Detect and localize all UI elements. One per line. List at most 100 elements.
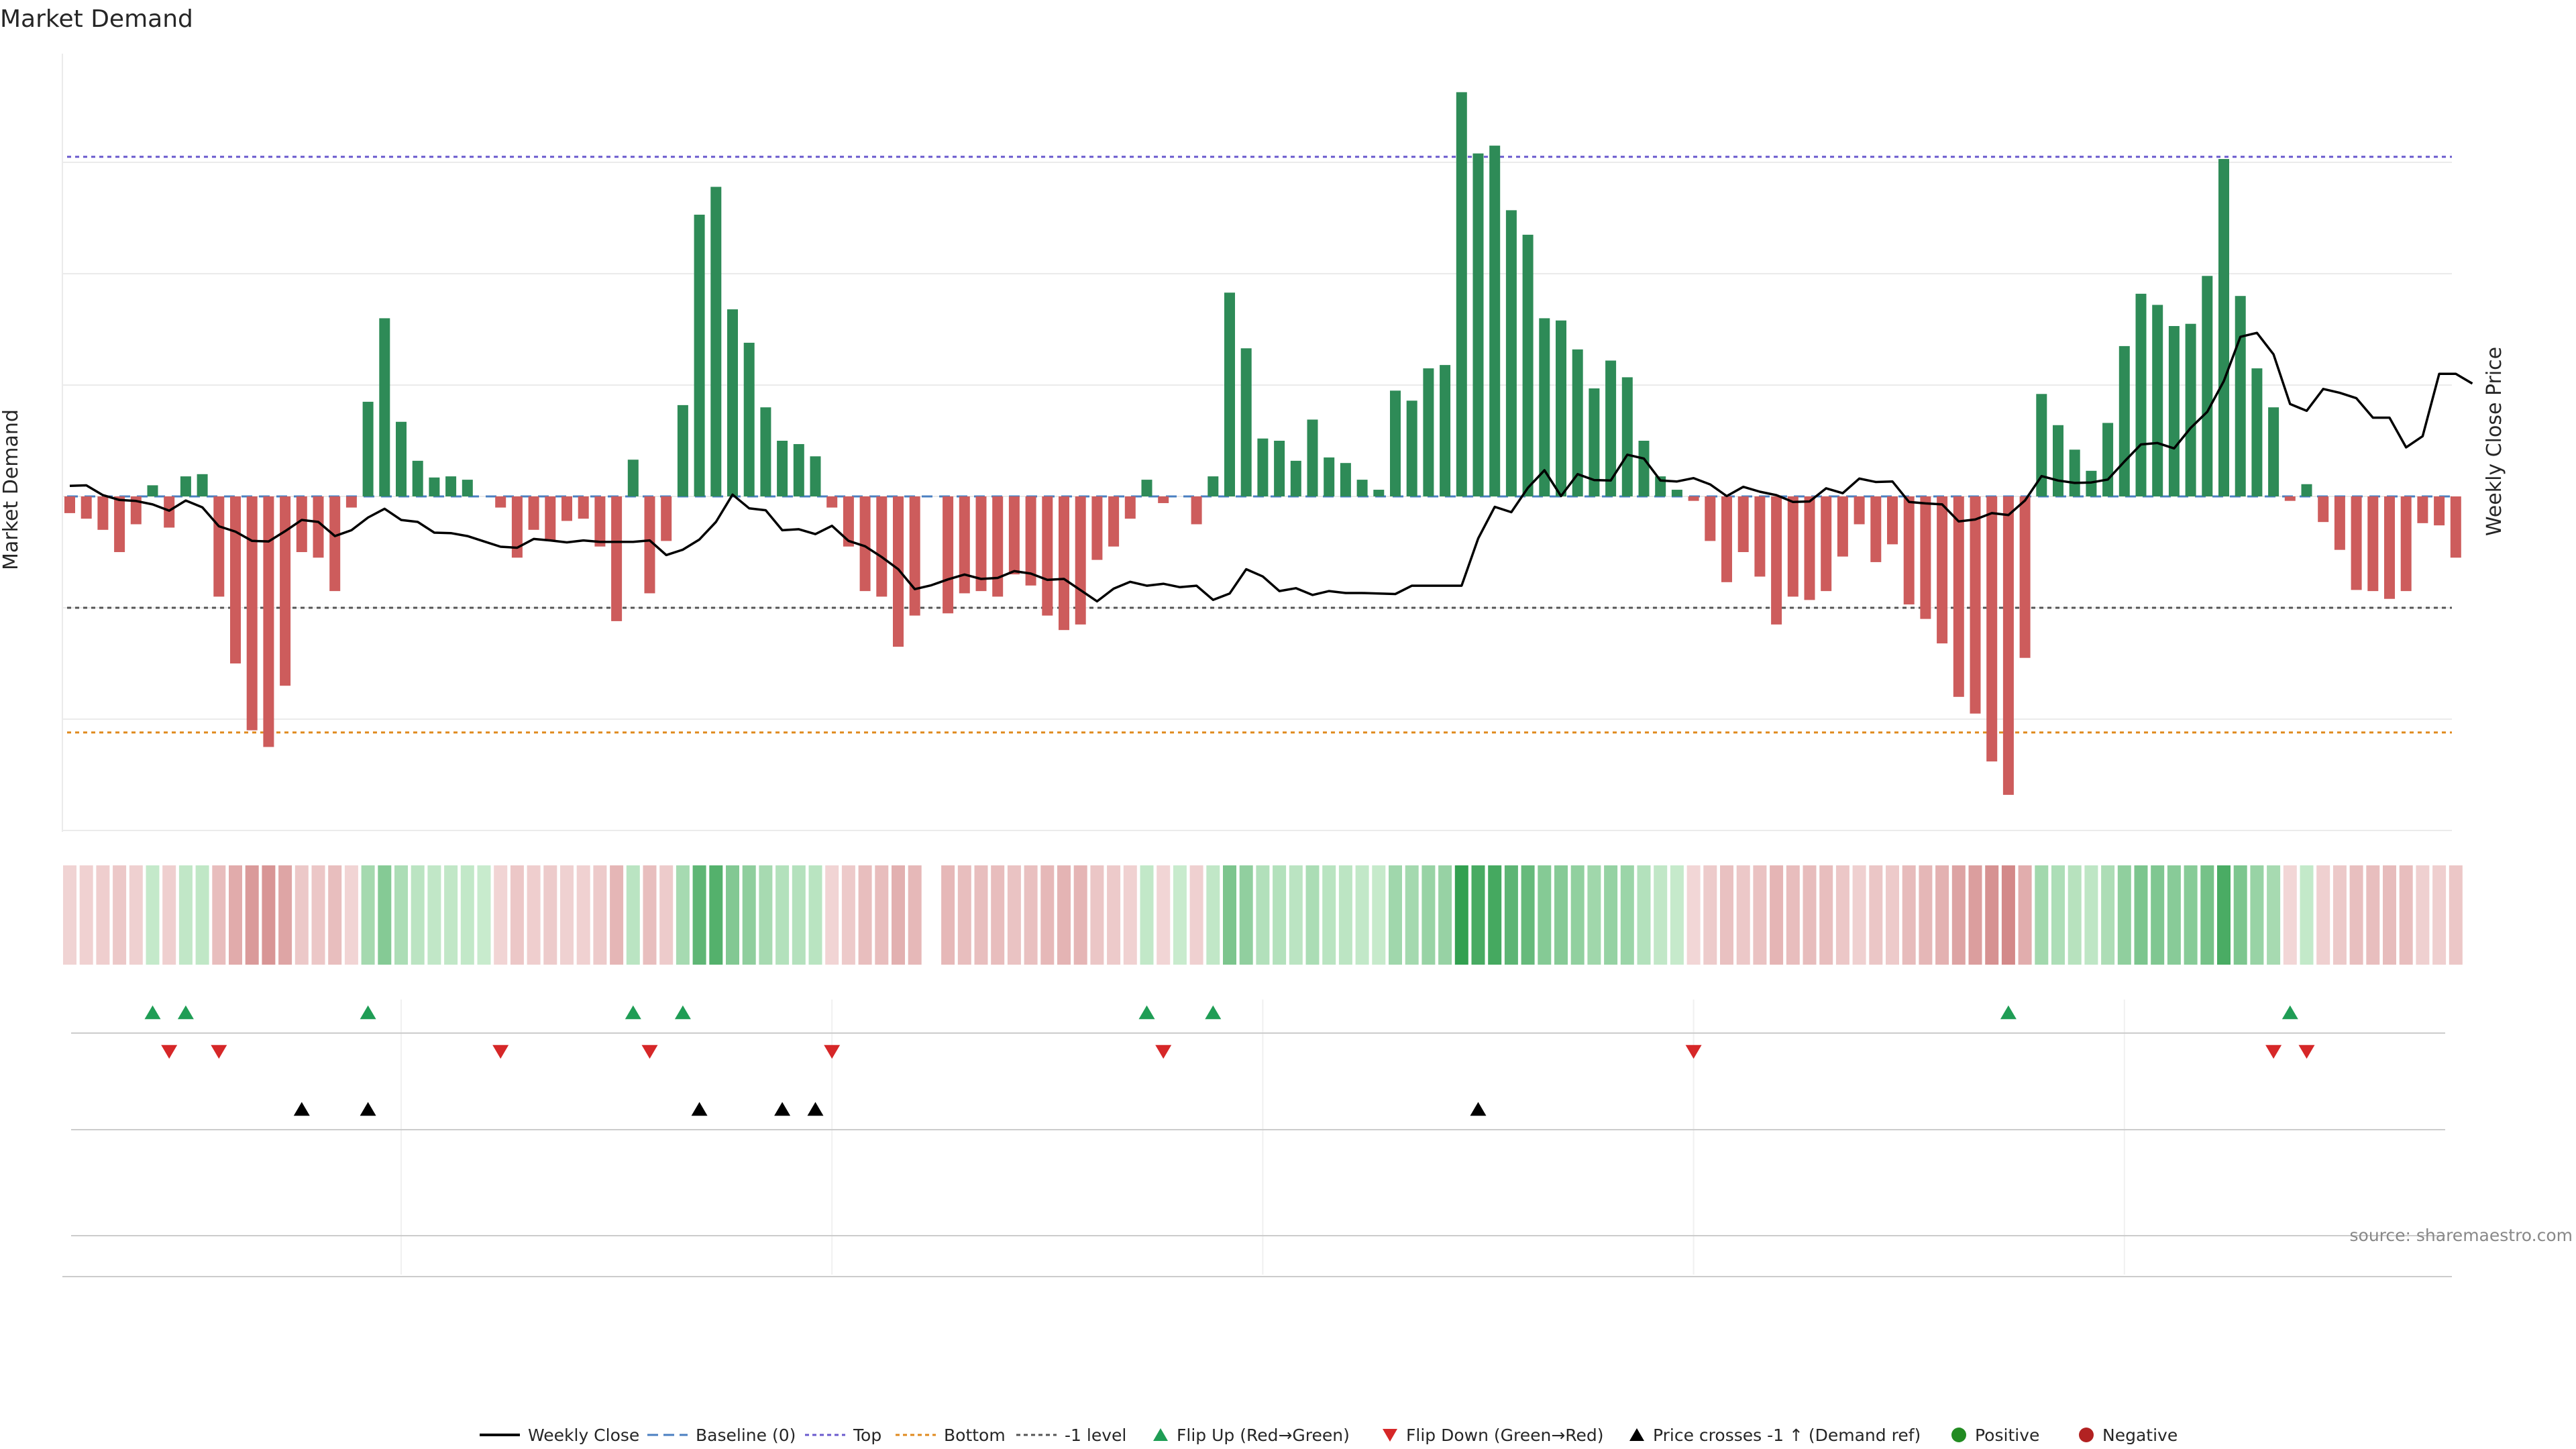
heat-cell: [1835, 865, 1849, 965]
heat-cell: [775, 865, 790, 965]
demand-bar: [2450, 496, 2461, 558]
demand-bar: [1208, 476, 1219, 496]
heat-cell: [527, 865, 541, 965]
heat-cell: [610, 865, 624, 965]
heat-cell: [841, 865, 855, 965]
heat-cell: [278, 865, 292, 965]
demand-bar: [412, 460, 423, 496]
demand-bar: [1008, 496, 1020, 575]
demand-bar: [1605, 360, 1617, 496]
heat-cell: [1454, 865, 1468, 965]
heat-cell: [2267, 865, 2281, 965]
demand-bar: [2251, 368, 2263, 496]
demand-bar: [147, 485, 158, 496]
demand-bar: [1970, 496, 1981, 714]
heat-cell: [1488, 865, 1502, 965]
demand-bar: [694, 215, 705, 496]
demand-bar: [2268, 407, 2279, 496]
demand-bar: [213, 496, 225, 597]
heat-cell: [378, 865, 392, 965]
demand-bar: [362, 401, 374, 496]
price-layer: [69, 331, 2473, 603]
price-cross-marker: [691, 1102, 708, 1116]
heat-cell: [908, 865, 922, 965]
heat-cell: [1753, 865, 1767, 965]
demand-bar: [1638, 441, 1650, 496]
heat-cell: [63, 865, 76, 965]
signal-panels: [62, 1032, 2452, 1277]
demand-bar: [1804, 496, 1815, 600]
heat-cell: [576, 865, 590, 965]
demand-bar: [1821, 496, 1832, 592]
heat-cell: [1968, 865, 1982, 965]
demand-bar: [1290, 460, 1301, 496]
legend-label: Negative: [2102, 1426, 2178, 1445]
heat-cell: [692, 865, 706, 965]
legend-swatch: [1153, 1428, 1168, 1441]
heat-cell: [2283, 865, 2297, 965]
demand-bar: [1721, 496, 1732, 582]
demand-bar: [810, 456, 821, 496]
demand-bar: [859, 496, 871, 592]
demand-bar: [511, 496, 523, 558]
heat-cell: [1157, 865, 1171, 965]
heat-cell: [2101, 865, 2115, 965]
heat-cell: [195, 865, 209, 965]
flip-up-marker: [360, 1005, 376, 1020]
demand-bar: [2135, 293, 2147, 496]
heat-cell: [361, 865, 375, 965]
heat-cell: [808, 865, 822, 965]
heat-cell: [411, 865, 425, 965]
heat-cell: [659, 865, 674, 965]
demand-bar: [2301, 484, 2312, 496]
flip-up-marker: [144, 1005, 161, 1020]
demand-bar: [1621, 377, 1633, 496]
demand-bar: [1423, 368, 1434, 496]
demand-bar: [1737, 496, 1749, 552]
demand-bar: [561, 496, 572, 521]
demand-bar: [1158, 496, 1169, 503]
demand-bar: [1556, 320, 1566, 496]
flip-down-marker: [2298, 1044, 2315, 1059]
heat-cell: [1770, 865, 1784, 965]
heat-cell: [1206, 865, 1220, 965]
demand-bar: [1373, 490, 1385, 496]
demand-bar: [462, 480, 473, 496]
heat-cell: [1604, 865, 1618, 965]
demand-bar: [1025, 496, 1036, 586]
heat-cell: [1090, 865, 1104, 965]
demand-bar: [1390, 390, 1401, 496]
flip-up-marker: [1205, 1005, 1222, 1020]
heat-cell: [2134, 865, 2148, 965]
heat-cell: [294, 865, 309, 965]
heat-cell: [2332, 865, 2347, 965]
heat-cell: [96, 865, 110, 965]
heat-cell: [1869, 865, 1883, 965]
heat-cell: [991, 865, 1005, 965]
heat-cell: [1173, 865, 1187, 965]
heat-cell: [328, 865, 342, 965]
demand-heat-strip: [63, 865, 2463, 965]
demand-bar: [1456, 92, 1467, 497]
flip-up-marker: [2282, 1005, 2298, 1020]
demand-bar: [710, 186, 722, 496]
flip-down-marker: [824, 1044, 841, 1059]
demand-bar: [345, 496, 357, 508]
heat-cell: [825, 865, 839, 965]
heat-cell: [262, 865, 276, 965]
demand-bar: [1754, 496, 1766, 577]
demand-bar: [1191, 496, 1202, 525]
demand-bar: [1324, 457, 1335, 496]
demand-bar: [727, 309, 738, 496]
legend-label: Top: [853, 1426, 881, 1445]
demand-bar: [1472, 153, 1484, 496]
heat-cell: [2233, 865, 2247, 965]
demand-bar: [1937, 496, 1948, 644]
demand-bar: [1356, 480, 1368, 496]
heat-cell: [742, 865, 756, 965]
heat-cell: [560, 865, 574, 965]
demand-bar: [777, 441, 788, 496]
flip-down-marker: [1685, 1044, 1702, 1059]
heat-cell: [1405, 865, 1419, 965]
demand-bar: [2434, 496, 2445, 526]
